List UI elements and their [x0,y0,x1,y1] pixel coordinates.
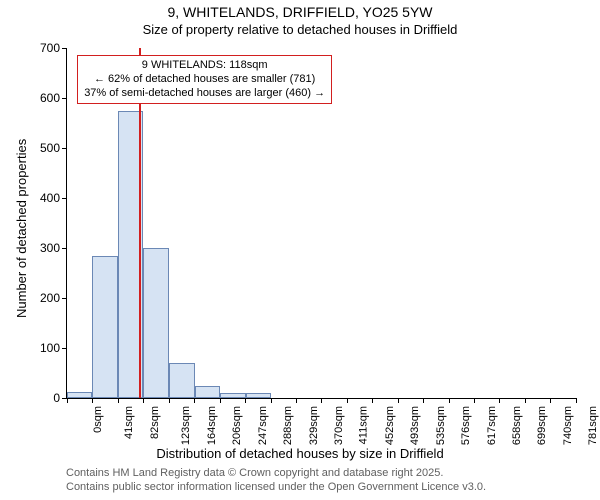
x-tick: 452sqm [384,402,396,445]
x-tick: 493sqm [409,402,421,445]
x-tick: 41sqm [123,402,135,439]
footer-line-1: Contains HM Land Registry data © Crown c… [66,466,486,480]
footer-line-2: Contains public sector information licen… [66,480,486,494]
histogram-bar [92,256,117,399]
x-tick-mark [194,398,195,403]
x-tick: 82sqm [149,402,161,439]
x-tick: 658sqm [511,402,523,445]
x-tick: 411sqm [358,402,370,444]
x-tick: 740sqm [562,402,574,445]
chart-subtitle: Size of property relative to detached ho… [0,22,600,37]
x-tick: 576sqm [460,402,472,445]
x-tick-mark [143,398,144,403]
x-tick-mark [321,398,322,403]
x-tick-mark [576,398,577,403]
y-tick: 0 [53,391,67,405]
x-tick-mark [474,398,475,403]
x-tick-mark [499,398,500,403]
y-tick: 700 [40,41,67,55]
annotation-line: ← 62% of detached houses are smaller (78… [84,73,325,87]
x-axis-label: Distribution of detached houses by size … [0,446,600,461]
y-tick: 400 [40,191,67,205]
annotation-box: 9 WHITELANDS: 118sqm← 62% of detached ho… [77,55,332,104]
annotation-line: 37% of semi-detached houses are larger (… [84,87,325,101]
x-tick-mark [220,398,221,403]
x-tick: 370sqm [333,402,345,445]
y-tick: 100 [40,341,67,355]
y-tick: 300 [40,241,67,255]
x-tick-mark [347,398,348,403]
x-tick: 164sqm [206,402,218,445]
x-tick-mark [271,398,272,403]
histogram-bar [143,248,168,398]
x-tick-mark [169,398,170,403]
y-tick: 200 [40,291,67,305]
x-tick: 206sqm [231,402,243,445]
x-tick-mark [245,398,246,403]
histogram-bar [67,392,92,398]
x-tick-mark [67,398,68,403]
x-tick: 617sqm [486,402,498,445]
x-tick: 288sqm [282,402,294,445]
annotation-line: 9 WHITELANDS: 118sqm [84,59,325,73]
x-tick: 329sqm [308,402,320,445]
y-axis-label: Number of detached properties [14,139,29,318]
plot-area: 01002003004005006007000sqm41sqm82sqm123s… [66,48,577,399]
x-tick-mark [372,398,373,403]
histogram-bar [169,363,195,398]
x-tick: 0sqm [92,402,104,433]
x-tick-mark [398,398,399,403]
x-tick-mark [423,398,424,403]
chart-title: 9, WHITELANDS, DRIFFIELD, YO25 5YW [0,4,600,20]
x-tick: 699sqm [537,402,549,445]
y-tick: 500 [40,141,67,155]
histogram-bar [195,386,220,399]
x-tick-mark [550,398,551,403]
x-tick-mark [449,398,450,403]
x-tick: 123sqm [180,402,192,445]
x-tick-mark [296,398,297,403]
chart-container: { "title": "9, WHITELANDS, DRIFFIELD, YO… [0,0,600,500]
histogram-bar [220,393,245,398]
x-tick: 535sqm [435,402,447,445]
x-tick: 781sqm [587,402,599,445]
histogram-bar [246,393,271,398]
x-tick-mark [92,398,93,403]
x-tick-mark [525,398,526,403]
x-tick: 247sqm [257,402,269,445]
x-tick-mark [118,398,119,403]
y-tick: 600 [40,91,67,105]
footer-attribution: Contains HM Land Registry data © Crown c… [66,466,486,495]
